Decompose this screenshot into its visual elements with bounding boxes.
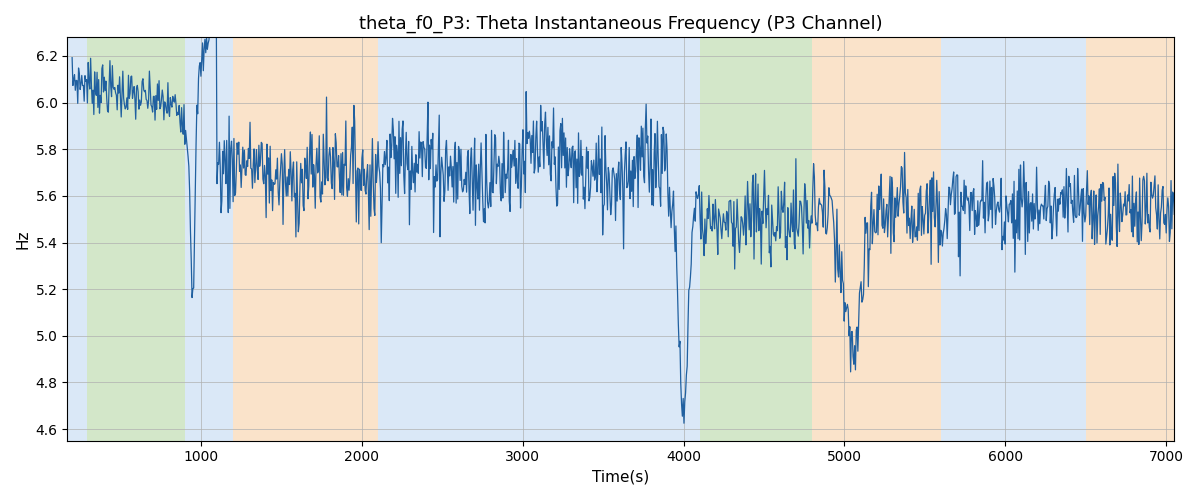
- Bar: [812, 38, 941, 440]
- Title: theta_f0_P3: Theta Instantaneous Frequency (P3 Channel): theta_f0_P3: Theta Instantaneous Frequen…: [359, 15, 882, 34]
- Bar: [86, 38, 185, 440]
- Y-axis label: Hz: Hz: [16, 230, 30, 249]
- Bar: [667, 38, 700, 440]
- Bar: [378, 38, 667, 440]
- Bar: [233, 38, 378, 440]
- Bar: [1086, 38, 1182, 440]
- X-axis label: Time(s): Time(s): [592, 470, 649, 485]
- Bar: [700, 38, 812, 440]
- Bar: [185, 38, 233, 440]
- Bar: [941, 38, 1086, 440]
- Bar: [67, 38, 86, 440]
